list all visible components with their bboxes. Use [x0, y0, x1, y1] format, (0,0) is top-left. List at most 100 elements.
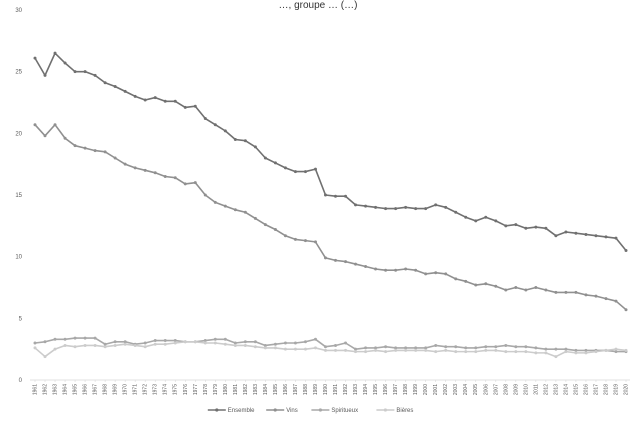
x-tick-label: 2012 [543, 384, 549, 395]
data-point-ensemble [133, 94, 137, 98]
x-tick-label: 1986 [283, 384, 289, 395]
data-point-spiritueux [53, 337, 57, 341]
data-point-bieres [364, 350, 368, 354]
data-point-spiritueux [123, 340, 127, 344]
data-point-spiritueux [404, 346, 408, 350]
x-tick-label: 1994 [363, 384, 369, 395]
data-point-vins [73, 144, 77, 148]
x-tick-label: 1977 [193, 384, 199, 395]
x-tick-label: 1967 [93, 384, 99, 395]
x-tick-label: 1978 [203, 384, 209, 395]
data-point-bieres [283, 347, 287, 351]
data-point-bieres [83, 343, 87, 347]
x-tick-label: 1979 [213, 384, 219, 395]
x-tick-label: 1968 [103, 384, 109, 395]
y-tick-label: 20 [15, 131, 22, 137]
data-point-vins [253, 216, 257, 220]
data-point-bieres [93, 343, 97, 347]
data-point-ensemble [33, 56, 37, 60]
x-tick-label: 1988 [303, 384, 309, 395]
data-point-spiritueux [574, 348, 578, 352]
data-point-bieres [524, 350, 528, 354]
data-point-vins [614, 299, 618, 303]
series-layer [33, 51, 628, 359]
data-point-spiritueux [334, 343, 338, 347]
data-point-ensemble [434, 203, 438, 207]
data-point-bieres [554, 355, 558, 359]
data-point-vins [93, 149, 97, 153]
legend-item-ensemble: Ensemble [207, 408, 255, 414]
x-tick-label: 1991 [333, 384, 339, 395]
data-point-spiritueux [93, 336, 97, 340]
data-point-vins [584, 293, 588, 297]
data-point-ensemble [514, 223, 518, 227]
data-point-bieres [33, 346, 37, 350]
data-point-spiritueux [313, 337, 317, 341]
x-tick-label: 1982 [243, 384, 249, 395]
data-point-vins [323, 256, 327, 260]
data-point-vins [404, 267, 408, 271]
data-point-vins [283, 234, 287, 238]
data-point-bieres [514, 350, 518, 354]
legend-item-bieres: Bières [376, 408, 413, 414]
y-tick-label: 5 [19, 316, 23, 322]
data-point-ensemble [223, 129, 227, 133]
data-point-spiritueux [464, 346, 468, 350]
data-point-vins [574, 290, 578, 294]
series-line-spiritueux [34, 337, 626, 353]
series-bieres [33, 340, 628, 359]
series-line-ensemble [34, 52, 627, 252]
data-point-ensemble [203, 117, 207, 121]
x-tick-label: 1999 [413, 384, 419, 395]
data-point-vins [474, 283, 478, 287]
x-tick-label: 1966 [83, 384, 89, 395]
data-point-spiritueux [444, 345, 448, 349]
y-tick-label: 15 [15, 193, 22, 199]
data-point-ensemble [283, 166, 287, 170]
data-point-ensemble [354, 203, 358, 207]
data-point-bieres [43, 355, 47, 359]
data-point-vins [243, 210, 247, 214]
data-point-bieres [123, 342, 127, 346]
data-point-vins [33, 123, 37, 127]
data-point-vins [43, 134, 47, 138]
data-point-spiritueux [384, 345, 388, 349]
data-point-spiritueux [344, 341, 348, 345]
data-point-vins [524, 288, 528, 292]
x-tick-label: 2013 [553, 384, 559, 395]
data-point-bieres [213, 341, 217, 345]
data-point-spiritueux [554, 347, 558, 351]
data-point-vins [494, 284, 498, 288]
x-tick-label: 1990 [323, 384, 329, 395]
data-point-ensemble [474, 219, 478, 223]
data-point-ensemble [374, 205, 378, 209]
x-tick-label: 2011 [533, 384, 539, 395]
data-point-vins [624, 308, 628, 312]
data-point-spiritueux [414, 346, 418, 350]
data-point-spiritueux [163, 339, 167, 343]
y-axis: 0 5 10 15 20 25 30 [15, 8, 22, 384]
data-point-vins [564, 290, 568, 294]
data-point-bieres [113, 343, 117, 347]
data-point-vins [424, 272, 428, 276]
data-point-vins [223, 204, 227, 208]
data-point-vins [153, 171, 157, 175]
data-point-vins [534, 286, 538, 289]
data-point-vins [53, 123, 57, 127]
data-point-ensemble [303, 170, 307, 174]
data-point-spiritueux [454, 345, 458, 349]
data-point-ensemble [554, 234, 558, 238]
x-tick-label: 1976 [183, 384, 189, 395]
data-point-spiritueux [153, 339, 157, 343]
data-point-spiritueux [243, 340, 247, 344]
data-point-ensemble [273, 161, 277, 165]
data-point-ensemble [334, 194, 338, 198]
x-tick-label: 2007 [493, 384, 499, 395]
data-point-ensemble [604, 235, 608, 239]
data-point-spiritueux [514, 345, 518, 349]
data-point-bieres [253, 345, 257, 349]
data-point-vins [133, 166, 137, 170]
legend-item-vins: Vins [266, 408, 298, 414]
data-point-ensemble [263, 156, 267, 160]
data-point-spiritueux [434, 343, 438, 347]
